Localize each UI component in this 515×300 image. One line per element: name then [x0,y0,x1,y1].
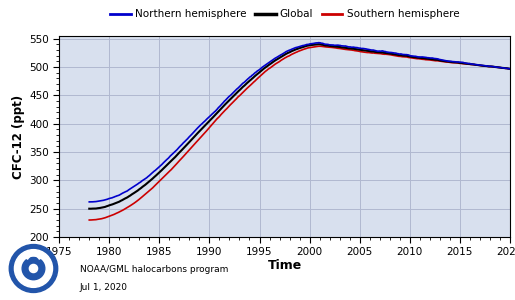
Circle shape [14,250,53,287]
Wedge shape [25,252,42,259]
Legend: Northern hemisphere, Global, Southern hemisphere: Northern hemisphere, Global, Southern he… [106,5,464,23]
X-axis label: Time: Time [267,259,302,272]
Circle shape [22,257,45,280]
Text: NOAA/GML halocarbons program: NOAA/GML halocarbons program [80,266,228,274]
Text: Jul 1, 2020: Jul 1, 2020 [80,284,128,292]
Circle shape [29,264,38,273]
Y-axis label: CFC-12 (ppt): CFC-12 (ppt) [12,94,25,178]
Circle shape [9,244,58,292]
